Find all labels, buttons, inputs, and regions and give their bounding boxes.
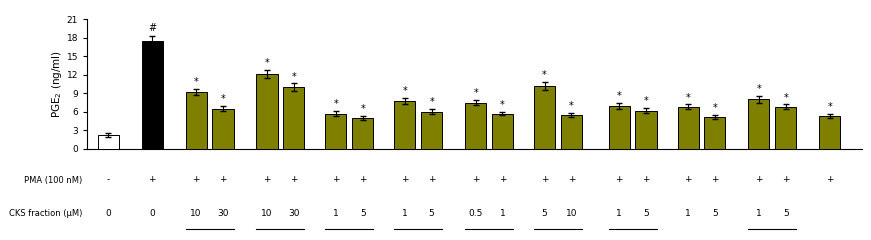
Bar <box>678 107 699 149</box>
Bar <box>142 41 163 149</box>
Text: +: + <box>359 175 367 185</box>
Bar <box>534 86 555 149</box>
Text: 5: 5 <box>360 209 366 218</box>
Text: *: * <box>712 103 718 113</box>
Bar <box>820 116 841 149</box>
Bar <box>492 114 513 149</box>
Text: 1: 1 <box>500 209 505 218</box>
Y-axis label: PGE$_2$ (ng/ml): PGE$_2$ (ng/ml) <box>50 50 64 118</box>
Text: +: + <box>616 175 623 185</box>
Text: 1: 1 <box>685 209 691 218</box>
Text: *: * <box>429 97 434 108</box>
Text: *: * <box>644 96 648 106</box>
Text: 5: 5 <box>712 209 718 218</box>
Text: *: * <box>265 58 269 68</box>
Text: *: * <box>194 77 199 87</box>
Text: 0.5: 0.5 <box>469 209 483 218</box>
Text: +: + <box>332 175 340 185</box>
Text: *: * <box>334 99 338 109</box>
Text: 1: 1 <box>402 209 408 218</box>
Bar <box>326 114 347 149</box>
Bar <box>98 135 118 149</box>
Text: *: * <box>542 70 547 80</box>
Bar <box>561 115 582 149</box>
Text: *: * <box>220 94 226 104</box>
Text: 30: 30 <box>217 209 229 218</box>
Text: +: + <box>826 175 834 185</box>
Bar <box>213 109 233 149</box>
Text: 5: 5 <box>643 209 649 218</box>
Text: +: + <box>401 175 408 185</box>
Text: +: + <box>472 175 479 185</box>
Bar <box>636 111 657 149</box>
Text: *: * <box>473 88 478 98</box>
Text: #: # <box>148 23 156 33</box>
Text: +: + <box>290 175 298 185</box>
Bar <box>256 74 278 149</box>
Text: 5: 5 <box>783 209 788 218</box>
Text: 1: 1 <box>756 209 762 218</box>
Text: +: + <box>428 175 436 185</box>
Text: PMA (100 nM): PMA (100 nM) <box>24 175 83 185</box>
Text: 10: 10 <box>191 209 202 218</box>
Text: *: * <box>402 86 408 96</box>
Text: 0: 0 <box>149 209 155 218</box>
Text: -: - <box>106 175 110 185</box>
Text: *: * <box>685 92 691 102</box>
Text: 1: 1 <box>333 209 339 218</box>
Text: CKS fraction (μM): CKS fraction (μM) <box>10 209 83 218</box>
Text: 30: 30 <box>288 209 300 218</box>
Text: +: + <box>499 175 506 185</box>
Text: *: * <box>827 102 832 112</box>
Text: 1: 1 <box>617 209 622 218</box>
Bar <box>395 101 415 149</box>
Bar <box>283 87 304 149</box>
Text: *: * <box>757 84 761 95</box>
Text: +: + <box>148 175 156 185</box>
Bar <box>186 92 206 149</box>
Bar <box>421 112 442 149</box>
Bar <box>775 107 796 149</box>
Text: +: + <box>782 175 789 185</box>
Text: *: * <box>783 92 788 102</box>
Text: +: + <box>541 175 549 185</box>
Text: +: + <box>755 175 763 185</box>
Text: *: * <box>361 104 365 114</box>
Bar <box>352 118 374 149</box>
Text: +: + <box>711 175 719 185</box>
Text: *: * <box>292 72 296 82</box>
Bar <box>465 102 486 149</box>
Text: +: + <box>685 175 692 185</box>
Text: *: * <box>500 100 505 110</box>
Text: +: + <box>263 175 271 185</box>
Bar <box>705 117 726 149</box>
Text: 5: 5 <box>429 209 435 218</box>
Text: 0: 0 <box>105 209 111 218</box>
Text: +: + <box>219 175 226 185</box>
Text: +: + <box>568 175 575 185</box>
Text: *: * <box>569 101 574 111</box>
Text: +: + <box>192 175 200 185</box>
Bar <box>609 106 630 149</box>
Text: 5: 5 <box>542 209 548 218</box>
Text: +: + <box>642 175 650 185</box>
Text: 10: 10 <box>565 209 577 218</box>
Text: *: * <box>617 91 622 101</box>
Bar <box>748 99 769 149</box>
Text: 10: 10 <box>261 209 273 218</box>
